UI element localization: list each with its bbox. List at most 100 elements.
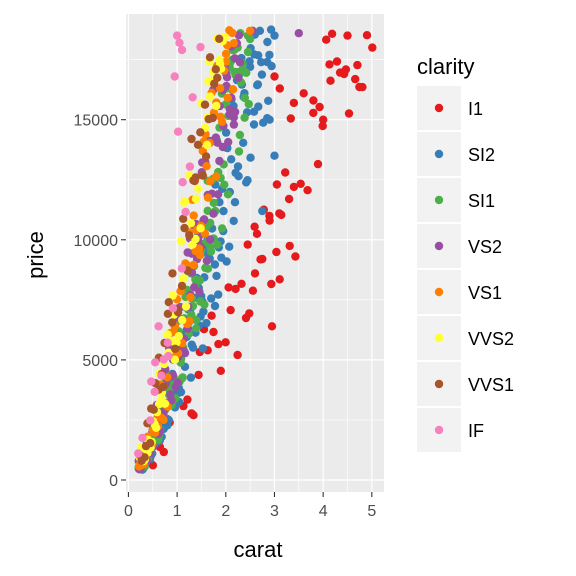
data-point [245, 26, 255, 35]
data-point [152, 423, 161, 432]
data-point [202, 140, 212, 150]
data-point [234, 147, 244, 156]
data-point [164, 351, 173, 361]
data-point [172, 31, 182, 40]
data-point [191, 173, 200, 182]
legend-label: SI1 [468, 191, 495, 211]
data-point [368, 43, 377, 52]
data-point [212, 271, 221, 281]
legend-item-SI1: SI1 [417, 178, 495, 222]
data-point [344, 109, 354, 118]
data-point [191, 194, 201, 204]
data-point [203, 264, 213, 273]
legend-label: VS1 [468, 283, 502, 303]
legend-key-swatch [434, 425, 444, 435]
data-point [172, 338, 181, 347]
legend-item-I1: I1 [417, 86, 483, 130]
data-point [208, 113, 217, 123]
data-point [177, 45, 187, 55]
data-point [326, 76, 335, 85]
legend-item-VS2: VS2 [417, 224, 502, 268]
data-point [224, 283, 233, 292]
data-point [189, 211, 198, 220]
data-point [229, 120, 239, 129]
data-point [215, 34, 224, 43]
legend-label: VVS1 [468, 375, 514, 395]
data-point [296, 179, 305, 188]
data-point [178, 178, 187, 187]
data-point [191, 316, 201, 325]
data-point [177, 264, 186, 273]
data-point [175, 38, 184, 47]
data-point [218, 142, 227, 152]
data-point [248, 286, 258, 295]
data-point [163, 330, 172, 339]
data-point [243, 47, 253, 57]
data-point [240, 93, 249, 103]
data-point [265, 115, 274, 124]
data-point [195, 250, 205, 260]
data-point [275, 209, 284, 218]
panel-background [126, 14, 384, 492]
data-point [180, 223, 189, 233]
data-point [207, 311, 216, 320]
data-point [309, 108, 318, 118]
data-point [168, 269, 177, 278]
data-point [196, 128, 205, 137]
data-point [196, 42, 205, 52]
data-point [245, 34, 255, 44]
data-point [185, 316, 194, 325]
data-point [234, 31, 244, 40]
data-point [223, 190, 233, 199]
data-point [222, 257, 231, 266]
data-point [264, 96, 273, 106]
data-point [188, 343, 198, 352]
data-point [171, 344, 180, 353]
legend: clarity I1 SI2 SI1 VS2 VS1 VVS2 VVS1 IF [417, 54, 514, 452]
data-point [325, 60, 334, 69]
data-point [213, 240, 222, 249]
data-point [233, 350, 242, 360]
data-point [173, 127, 183, 136]
x-axis-title: carat [234, 537, 283, 562]
data-point [234, 73, 243, 83]
data-point [195, 287, 204, 296]
data-point [205, 92, 215, 101]
data-point [270, 72, 279, 81]
data-point [332, 57, 342, 66]
data-point [206, 177, 215, 186]
legend-keys: I1 SI2 SI1 VS2 VS1 VVS2 VVS1 IF [417, 86, 514, 452]
data-point [228, 28, 237, 38]
legend-label: I1 [468, 99, 483, 119]
x-tick-label: 3 [270, 503, 279, 520]
data-point [195, 276, 205, 285]
data-point [224, 137, 233, 147]
legend-label: VS2 [468, 237, 502, 257]
data-point [168, 318, 177, 327]
data-point [207, 294, 216, 303]
data-point [176, 236, 186, 246]
data-point [199, 307, 208, 316]
data-point [179, 274, 188, 283]
data-point [179, 214, 188, 223]
data-point [196, 224, 205, 233]
data-point [245, 57, 254, 66]
data-point [168, 304, 178, 313]
data-point [216, 84, 225, 93]
legend-key-swatch [434, 103, 444, 113]
data-point [164, 298, 173, 307]
x-tick-label: 5 [367, 503, 376, 520]
data-point [160, 399, 170, 408]
data-point [200, 100, 210, 109]
data-point [134, 449, 143, 458]
data-point [234, 172, 243, 181]
data-point [303, 186, 312, 195]
data-point [200, 215, 209, 224]
data-point [343, 31, 352, 40]
data-point [275, 275, 284, 284]
plot-panel [126, 14, 384, 492]
data-point [233, 162, 243, 171]
data-point [194, 184, 203, 193]
data-point [147, 377, 156, 386]
data-point [203, 193, 213, 202]
